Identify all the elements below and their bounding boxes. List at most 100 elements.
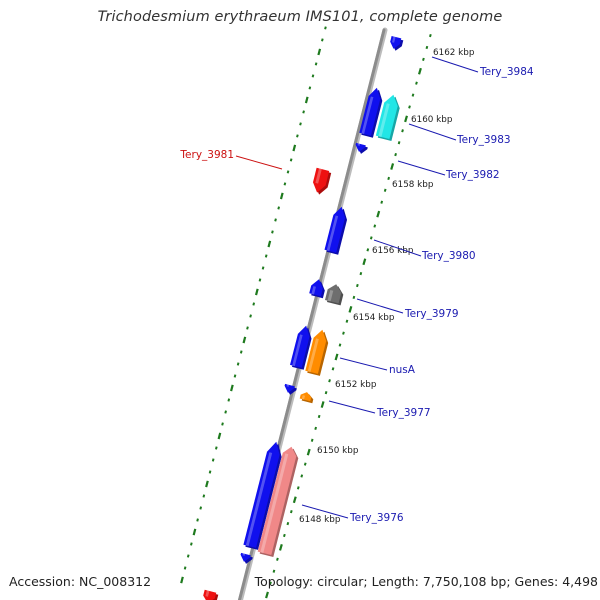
gene-label-tery-3984-leader — [431, 56, 479, 73]
outer-track-tick — [308, 86, 312, 90]
outer-track-tick — [252, 302, 256, 306]
outer-track-tick — [205, 480, 209, 488]
outer-track-tick — [271, 230, 274, 234]
gene-feature-f10 — [305, 329, 327, 374]
gene-label-tery-3983-leader — [408, 123, 457, 141]
outer-track-tick — [233, 374, 237, 378]
gene-feature-f8-highlight — [327, 289, 334, 302]
outer-track-tick — [214, 446, 218, 450]
scale-label-6154: 6154 kbp — [353, 313, 395, 323]
outer-track-tick — [311, 74, 315, 78]
inner-track-tick — [324, 391, 328, 395]
outer-track-tick — [242, 336, 247, 344]
inner-track-tick — [394, 152, 397, 157]
outer-track-tick — [192, 528, 197, 536]
gene-feature-f9 — [290, 325, 310, 368]
outer-track-tick — [211, 458, 215, 462]
gene-feature-f10-highlight — [307, 338, 319, 373]
gene-feature-f3 — [375, 94, 398, 139]
inner-track-tick — [265, 591, 269, 599]
outer-track-tick — [208, 470, 212, 474]
gene-feature-f16-highlight — [205, 590, 210, 597]
gene-label-tery-3981: Tery_3981 — [179, 149, 234, 161]
gene-label-tery-3980-leader — [373, 239, 422, 257]
gene-feature-f1 — [390, 36, 402, 49]
gene-feature-f5 — [313, 167, 330, 193]
gene-label-tery-3979-leader — [356, 298, 404, 314]
outer-track-tick — [279, 192, 284, 200]
gene-label-nusa: nusA — [389, 364, 416, 376]
gene-feature-f3-highlight — [378, 103, 390, 138]
outer-track-tick — [317, 48, 322, 56]
scale-label-6160: 6160 kbp — [411, 115, 453, 125]
outer-track-tick — [277, 206, 280, 210]
inner-track-tick — [328, 379, 331, 383]
outer-track-tick — [261, 266, 265, 270]
scale-label-6150: 6150 kbp — [317, 446, 359, 456]
outer-track-tick — [324, 26, 327, 30]
inner-track-tick — [359, 271, 363, 276]
gene-feature-f13-highlight — [245, 452, 273, 547]
inner-track-tick — [369, 236, 373, 240]
inner-track-tick — [317, 414, 321, 419]
inner-track-tick — [272, 569, 276, 573]
outer-track-tick — [202, 494, 206, 498]
scale-label-6162: 6162 kbp — [433, 48, 475, 58]
outer-track-tick — [274, 218, 277, 222]
outer-track-tick — [314, 62, 318, 66]
inner-track-tick — [310, 438, 314, 442]
inner-track-tick — [276, 557, 279, 561]
accession-text: Accession: NC_008312 — [9, 574, 152, 589]
outer-track-tick — [180, 576, 184, 584]
inner-track-tick — [417, 67, 422, 75]
gene-feature-f14 — [257, 446, 297, 555]
inner-track-tick — [387, 176, 391, 181]
inner-track-tick — [348, 305, 353, 313]
outer-track-tick — [264, 254, 268, 258]
inner-track-tick — [334, 353, 339, 361]
inner-track-tick — [320, 401, 325, 408]
outer-track-tick — [289, 158, 293, 162]
outer-track-tick — [304, 96, 309, 104]
inner-track-tick — [269, 581, 272, 585]
inner-track-tick — [383, 188, 387, 192]
inner-track-tick — [300, 474, 304, 478]
map-title: Trichodesmium erythraeum IMS101, complet… — [97, 9, 503, 25]
outer-track-tick — [249, 314, 252, 318]
inner-track-tick — [408, 105, 411, 109]
outer-track-tick — [254, 288, 259, 296]
inner-track-tick — [356, 283, 359, 288]
gene-feature-f11 — [284, 383, 295, 393]
outer-track-tick — [230, 384, 234, 392]
gene-feature-f15 — [240, 552, 251, 562]
gene-label-tery-3979: Tery_3979 — [404, 308, 459, 320]
gene-feature-f12 — [299, 392, 312, 402]
outer-track-tick — [296, 134, 299, 138]
inner-track-tick — [303, 462, 307, 466]
gene-label-tery-3982-leader — [397, 160, 446, 176]
inner-track-tick — [296, 486, 300, 490]
outer-track-tick — [267, 240, 272, 248]
genome-summary-text: Topology: circular; Length: 7,750,108 bp… — [254, 574, 598, 589]
outer-track-tick — [258, 278, 262, 282]
gene-feature-f5-highlight — [315, 168, 322, 184]
inner-track-tick — [292, 496, 297, 504]
inner-track-tick — [425, 45, 429, 50]
inner-track-tick — [411, 93, 415, 97]
gene-feature-f13 — [243, 441, 280, 548]
gene-label-nusa-leader — [339, 357, 388, 371]
inner-track-tick — [429, 33, 432, 38]
outer-track-tick — [227, 398, 231, 402]
outer-track-tick — [286, 170, 290, 174]
inner-track-tick — [366, 248, 370, 252]
inner-track-tick — [306, 448, 311, 456]
gene-feature-f2 — [359, 87, 381, 136]
outer-track-tick — [299, 122, 302, 126]
gene-feature-f16 — [203, 589, 217, 600]
scale-label-6156: 6156 kbp — [372, 246, 414, 256]
outer-track-tick — [186, 554, 190, 558]
gene-feature-f9-highlight — [292, 334, 303, 367]
gene-feature-f12-highlight — [301, 395, 306, 400]
